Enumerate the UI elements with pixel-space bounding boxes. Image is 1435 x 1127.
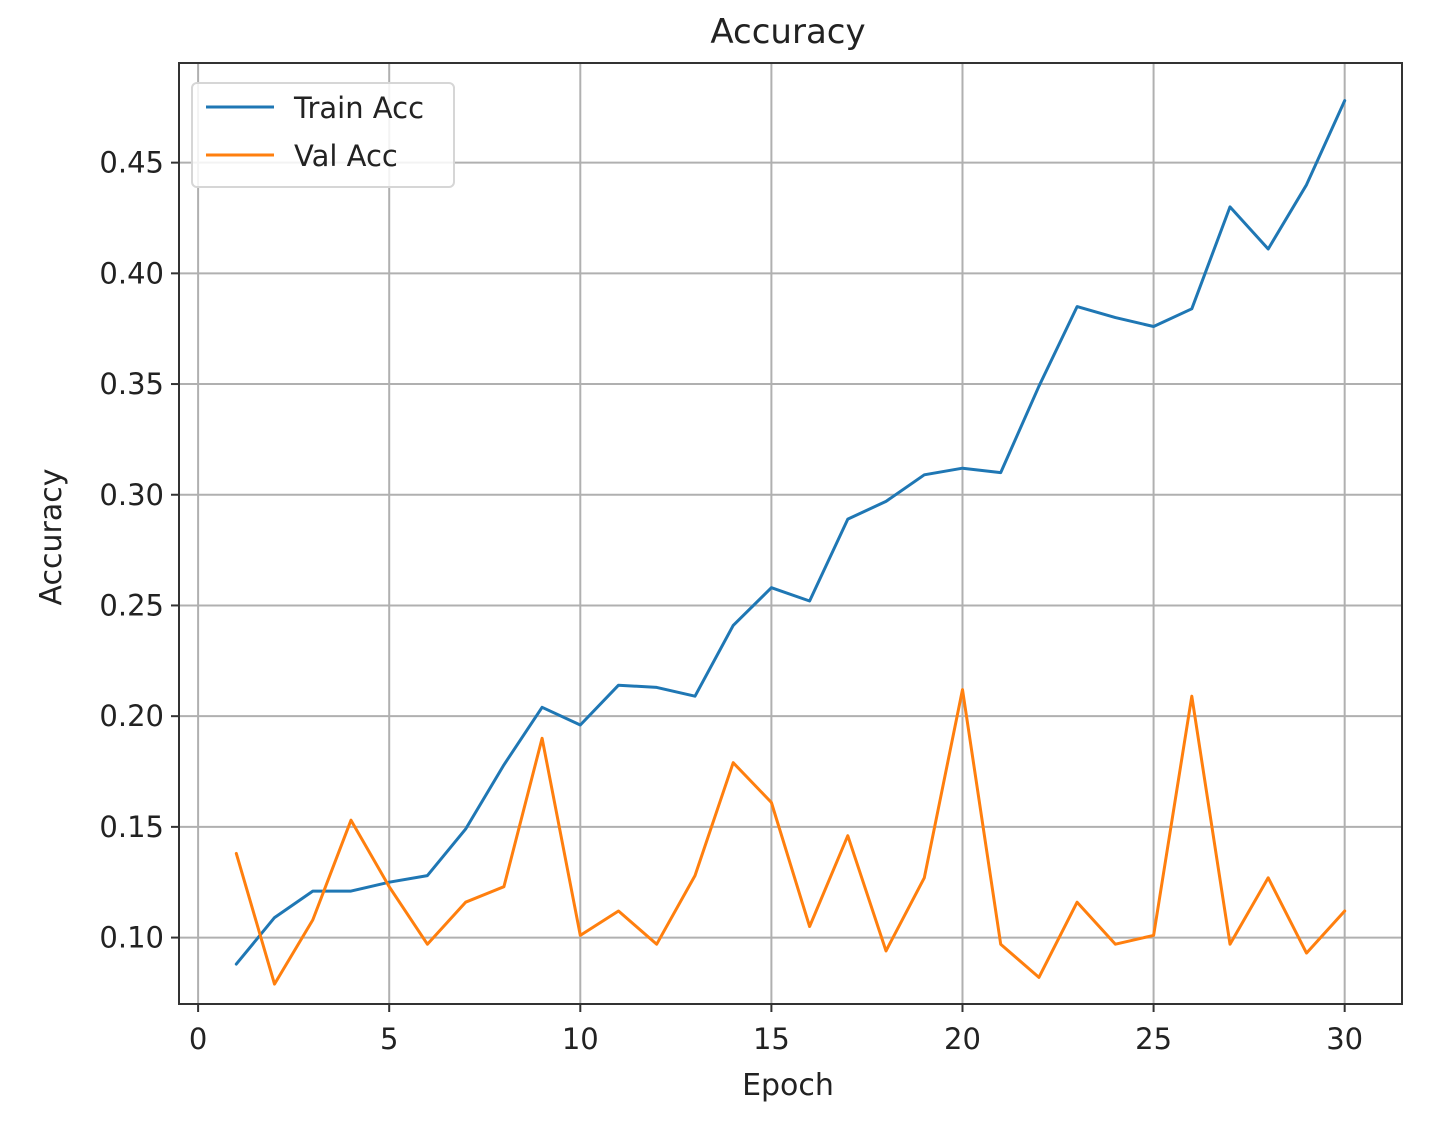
- x-axis-ticks: 0 5 10 15 20 25 30: [189, 1004, 1363, 1056]
- y-tick-label: 0.45: [99, 146, 164, 180]
- series-layer: [234, 99, 1347, 986]
- chart-title: Accuracy: [710, 12, 865, 52]
- x-tick-label: 10: [562, 1022, 599, 1056]
- y-tick-label: 0.35: [99, 367, 164, 401]
- x-tick-label: 0: [189, 1022, 207, 1056]
- series-line-train-acc: [234, 99, 1347, 966]
- x-tick-label: 15: [753, 1022, 790, 1056]
- legend-label-val-acc: Val Acc: [294, 139, 398, 173]
- legend: Train Acc Val Acc: [191, 82, 455, 188]
- x-tick-label: 30: [1326, 1022, 1363, 1056]
- y-tick-label: 0.10: [99, 921, 164, 955]
- x-axis-title: Epoch: [742, 1068, 834, 1103]
- y-axis-title: Accuracy: [34, 469, 69, 606]
- y-tick-label: 0.40: [99, 256, 164, 290]
- legend-label-train-acc: Train Acc: [293, 91, 424, 125]
- series-line-val-acc: [234, 688, 1347, 986]
- x-tick-label: 20: [944, 1022, 981, 1056]
- y-axis-ticks: 0.10 0.15 0.20 0.25 0.30 0.35 0.40 0.45: [99, 146, 179, 955]
- x-tick-label: 5: [380, 1022, 398, 1056]
- y-tick-label: 0.30: [99, 478, 164, 512]
- plot-frame: [178, 62, 1403, 1005]
- x-tick-label: 25: [1135, 1022, 1172, 1056]
- legend-box: [191, 82, 455, 188]
- grid-lines: [179, 63, 1402, 1004]
- y-tick-label: 0.15: [99, 810, 164, 844]
- y-tick-label: 0.25: [99, 588, 164, 622]
- y-tick-label: 0.20: [99, 699, 164, 733]
